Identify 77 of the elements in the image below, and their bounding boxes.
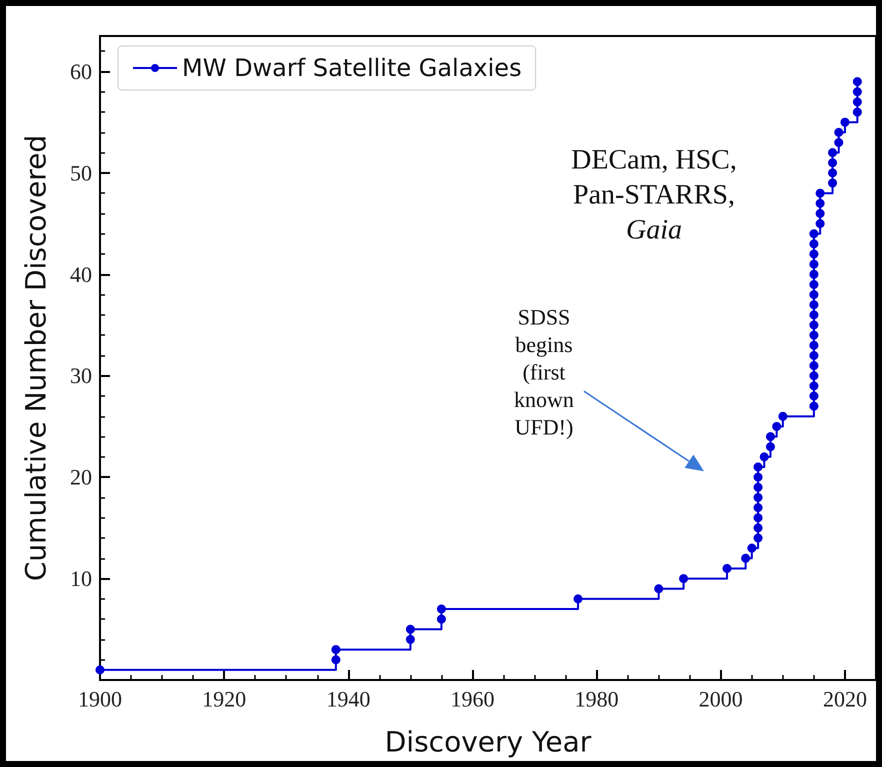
x-tick-label: 1940 — [326, 686, 370, 712]
point — [852, 77, 862, 86]
point — [852, 87, 862, 96]
point — [809, 250, 818, 259]
point — [809, 392, 818, 401]
point — [722, 564, 732, 573]
point — [754, 503, 763, 512]
point — [809, 361, 818, 370]
point — [809, 270, 818, 279]
point — [436, 614, 446, 624]
point — [809, 310, 818, 320]
point — [828, 148, 838, 158]
x-tick-label: 1920 — [202, 686, 246, 712]
x-tick-label: 1960 — [450, 686, 494, 712]
y-tick-label: 10 — [70, 566, 92, 592]
point — [436, 604, 446, 614]
x-tick-label: 2020 — [822, 686, 867, 712]
point — [840, 118, 850, 127]
point — [809, 300, 818, 310]
point — [760, 452, 769, 462]
point — [778, 412, 788, 421]
point — [754, 462, 763, 472]
point — [816, 188, 825, 198]
point — [852, 108, 862, 117]
point — [654, 584, 664, 594]
point — [754, 472, 763, 482]
point — [331, 645, 340, 654]
legend-label: MW Dwarf Satellite Galaxies — [182, 54, 522, 82]
x-tick-label: 1900 — [78, 686, 122, 712]
point — [809, 381, 818, 390]
annotation: SDSS begins (first known UFD!) — [514, 304, 574, 440]
point — [754, 513, 763, 522]
y-tick-label: 60 — [70, 58, 92, 84]
point — [834, 128, 844, 137]
point — [834, 138, 844, 147]
point — [809, 290, 818, 300]
point — [741, 554, 750, 563]
point — [809, 402, 818, 411]
point — [679, 574, 688, 584]
point — [96, 665, 104, 674]
y-tick-label: 40 — [70, 262, 92, 287]
point — [828, 178, 838, 188]
x-tick-label: 2000 — [698, 686, 743, 712]
y-tick-label: 30 — [70, 363, 92, 388]
y-axis-title: Cumulative Number Discovered — [20, 134, 52, 582]
point — [852, 97, 862, 106]
x-axis-title: Discovery Year — [384, 726, 592, 758]
point — [331, 655, 340, 664]
point — [754, 523, 763, 532]
point — [809, 340, 818, 350]
point — [406, 634, 415, 644]
x-tick-label: 1980 — [574, 686, 619, 712]
point — [828, 158, 838, 168]
point — [574, 594, 583, 604]
point — [406, 624, 415, 634]
y-tick-label: 50 — [70, 160, 92, 186]
point — [766, 442, 775, 452]
point — [754, 492, 763, 502]
point — [809, 239, 818, 248]
point — [747, 544, 756, 553]
point — [809, 320, 818, 330]
point — [816, 208, 825, 218]
point — [828, 168, 838, 178]
point — [766, 432, 775, 442]
point — [754, 482, 763, 492]
annotation: DECam, HSC, Pan-STARRS, Gaia — [571, 144, 737, 246]
point — [754, 534, 763, 543]
point — [809, 330, 818, 340]
point — [809, 350, 818, 360]
y-tick-label: 20 — [70, 464, 92, 490]
point — [816, 219, 825, 228]
point — [809, 229, 818, 238]
point — [809, 260, 818, 269]
point — [772, 422, 782, 431]
point — [816, 198, 825, 208]
point — [809, 280, 818, 289]
point — [809, 371, 818, 380]
